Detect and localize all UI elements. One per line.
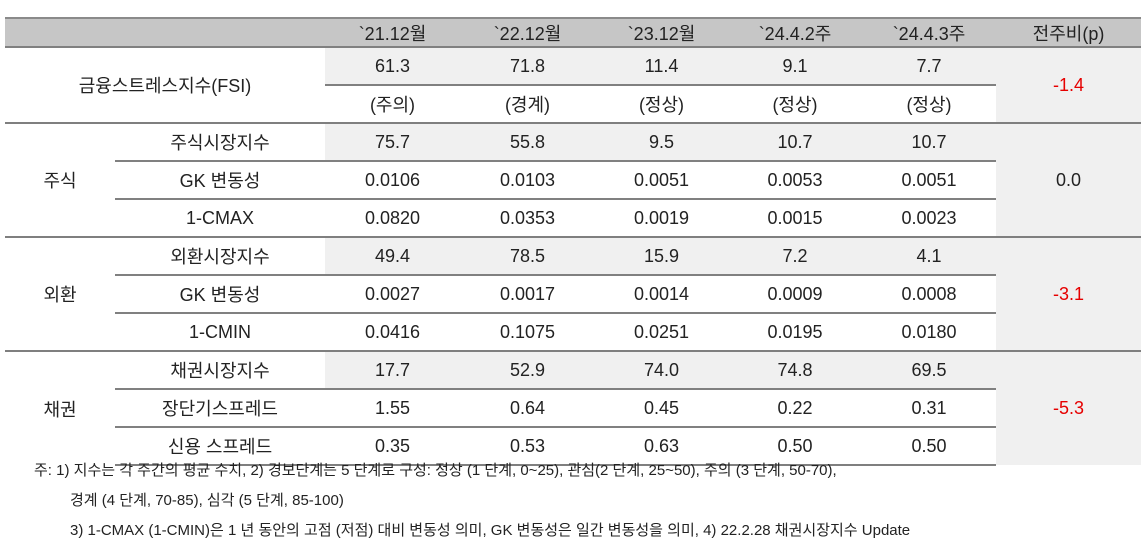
table-row: GK 변동성 0.0106 0.0103 0.0051 0.0053 0.0051 xyxy=(5,160,1141,199)
row-label: 신용 스프레드 xyxy=(115,426,325,466)
table-row: 신용 스프레드 0.35 0.53 0.63 0.50 0.50 xyxy=(5,426,1141,466)
group-label: 외환 xyxy=(5,236,115,351)
cell-value: 0.0820 xyxy=(325,198,460,237)
table-row: 1-CMIN 0.0416 0.1075 0.0251 0.0195 0.0180 xyxy=(5,312,1141,351)
cell-value: 0.0195 xyxy=(728,312,862,351)
row-label: 외환시장지수 xyxy=(115,236,325,275)
table-row: GK 변동성 0.0027 0.0017 0.0014 0.0009 0.0008 xyxy=(5,274,1141,313)
fsi-level: (정상) xyxy=(728,84,862,123)
fsi-value: 7.7 xyxy=(862,47,996,85)
row-label: 채권시장지수 xyxy=(115,350,325,389)
fsi-value: 71.8 xyxy=(460,47,595,85)
cell-value: 0.0180 xyxy=(862,312,996,351)
cell-value: 52.9 xyxy=(460,350,595,389)
fsi-level: (정상) xyxy=(862,84,996,123)
cell-value: 0.0106 xyxy=(325,160,460,199)
cell-value: 10.7 xyxy=(862,122,996,161)
cell-value: 75.7 xyxy=(325,122,460,161)
cell-value: 0.0014 xyxy=(595,274,728,313)
cell-value: 78.5 xyxy=(460,236,595,275)
footnote-line: 주: 1) 지수는 각 주간의 평균 수치, 2) 경보단계는 5 단계로 구성… xyxy=(34,462,837,479)
col-header: `23.12월 xyxy=(595,17,728,48)
cell-value: 0.64 xyxy=(460,388,595,427)
cell-value: 0.0009 xyxy=(728,274,862,313)
cell-value: 0.1075 xyxy=(460,312,595,351)
table-row: 채권 채권시장지수 17.7 52.9 74.0 74.8 69.5 -5.3 xyxy=(5,350,1141,465)
cell-value: 9.5 xyxy=(595,122,728,161)
fsi-value: 61.3 xyxy=(325,47,460,85)
cell-value: 10.7 xyxy=(728,122,862,161)
cell-value: 0.45 xyxy=(595,388,728,427)
cell-value: 0.63 xyxy=(595,426,728,466)
cell-value: 0.0416 xyxy=(325,312,460,351)
group-delta: -5.3 xyxy=(996,350,1141,465)
header-blank xyxy=(5,17,325,48)
cell-value: 0.0017 xyxy=(460,274,595,313)
cell-value: 0.50 xyxy=(862,426,996,466)
col-header: `24.4.2주 xyxy=(728,17,862,48)
row-label: 1-CMIN xyxy=(115,312,325,351)
cell-value: 1.55 xyxy=(325,388,460,427)
fsi-level: (주의) xyxy=(325,84,460,123)
row-label: 1-CMAX xyxy=(115,198,325,237)
fsi-value: 9.1 xyxy=(728,47,862,85)
header-row: `21.12월 `22.12월 `23.12월 `24.4.2주 `24.4.3… xyxy=(5,17,1141,48)
group-delta: 0.0 xyxy=(996,122,1141,237)
table-row: 외환 외환시장지수 49.4 78.5 15.9 7.2 4.1 -3.1 xyxy=(5,236,1141,351)
cell-value: 0.31 xyxy=(862,388,996,427)
row-label: 주식시장지수 xyxy=(115,122,325,161)
cell-value: 0.0019 xyxy=(595,198,728,237)
col-header: `24.4.3주 xyxy=(862,17,996,48)
fsi-value-row: 금융스트레스지수(FSI) 61.3 71.8 11.4 9.1 7.7 -1.… xyxy=(5,47,1141,123)
cell-value: 0.22 xyxy=(728,388,862,427)
cell-value: 0.50 xyxy=(728,426,862,466)
fsi-value: 11.4 xyxy=(595,47,728,85)
table-row: 주식 주식시장지수 75.7 55.8 9.5 10.7 10.7 0.0 xyxy=(5,122,1141,237)
fsi-level: (정상) xyxy=(595,84,728,123)
cell-value: 55.8 xyxy=(460,122,595,161)
cell-value: 0.35 xyxy=(325,426,460,466)
fsi-delta: -1.4 xyxy=(996,47,1141,123)
fsi-label: 금융스트레스지수(FSI) xyxy=(78,76,252,96)
cell-value: 7.2 xyxy=(728,236,862,275)
cell-value: 17.7 xyxy=(325,350,460,389)
fsi-level-row: (주의) (경계) (정상) (정상) (정상) xyxy=(5,84,1141,123)
fsi-level: (경계) xyxy=(460,84,595,123)
table-row: 1-CMAX 0.0820 0.0353 0.0019 0.0015 0.0023 xyxy=(5,198,1141,237)
col-header: `21.12월 xyxy=(325,17,460,48)
row-label: GK 변동성 xyxy=(115,274,325,313)
row-label: GK 변동성 xyxy=(115,160,325,199)
col-header: `22.12월 xyxy=(460,17,595,48)
cell-value: 0.0353 xyxy=(460,198,595,237)
cell-value: 0.0008 xyxy=(862,274,996,313)
group-delta: -3.1 xyxy=(996,236,1141,351)
col-header-delta: 전주비(p) xyxy=(996,17,1141,48)
cell-value: 0.0251 xyxy=(595,312,728,351)
footnote-line: 3) 1-CMAX (1-CMIN)은 1 년 동안의 고점 (저점) 대비 변… xyxy=(70,522,911,539)
row-label: 장단기스프레드 xyxy=(115,388,325,427)
table-row: 장단기스프레드 1.55 0.64 0.45 0.22 0.31 xyxy=(5,388,1141,427)
cell-value: 0.0051 xyxy=(595,160,728,199)
cell-value: 0.0023 xyxy=(862,198,996,237)
cell-value: 0.0051 xyxy=(862,160,996,199)
cell-value: 0.53 xyxy=(460,426,595,466)
cell-value: 15.9 xyxy=(595,236,728,275)
footnotes: 주: 1) 지수는 각 주간의 평균 수치, 2) 경보단계는 5 단계로 구성… xyxy=(34,456,910,546)
fsi-table: `21.12월 `22.12월 `23.12월 `24.4.2주 `24.4.3… xyxy=(5,17,1141,466)
cell-value: 4.1 xyxy=(862,236,996,275)
cell-value: 74.8 xyxy=(728,350,862,389)
cell-value: 74.0 xyxy=(595,350,728,389)
cell-value: 49.4 xyxy=(325,236,460,275)
cell-value: 0.0027 xyxy=(325,274,460,313)
cell-value: 69.5 xyxy=(862,350,996,389)
cell-value: 0.0103 xyxy=(460,160,595,199)
group-label: 주식 xyxy=(5,122,115,237)
footnote-line: 경계 (4 단계, 70-85), 심각 (5 단계, 85-100) xyxy=(70,492,344,509)
cell-value: 0.0053 xyxy=(728,160,862,199)
cell-value: 0.0015 xyxy=(728,198,862,237)
group-label: 채권 xyxy=(5,350,115,465)
